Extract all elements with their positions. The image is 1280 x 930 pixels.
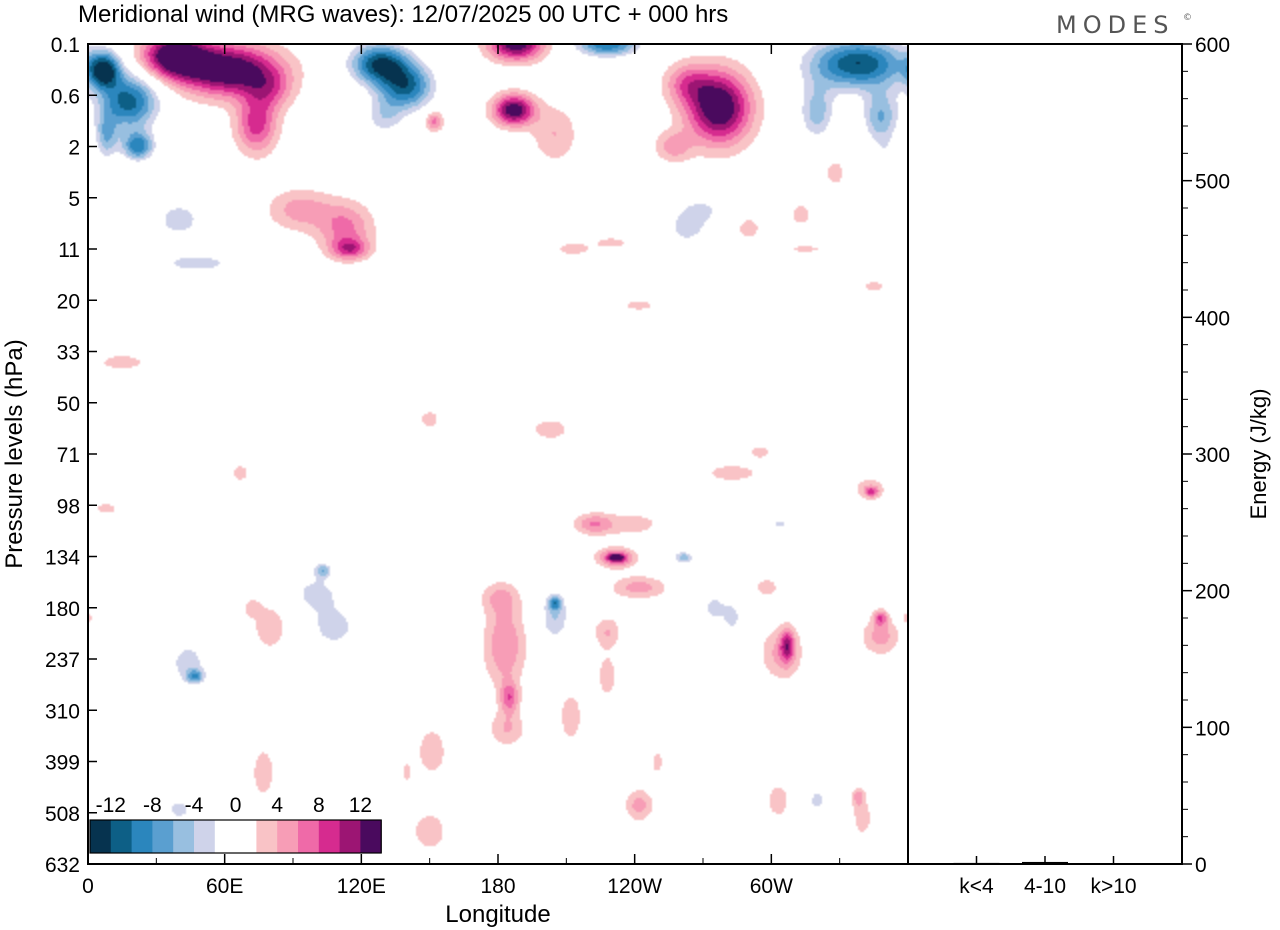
colorbar-tick-label: 8 (313, 794, 325, 817)
y-tick-label: 237 (45, 649, 80, 672)
energy-axis-label: Energy (J/kg) (1246, 389, 1271, 520)
x-axis-label: Longitude (445, 901, 550, 928)
energy-tick-label: 0 (1195, 854, 1207, 877)
y-tick-label: 399 (45, 752, 80, 775)
colorbar-tick-label: -8 (143, 794, 162, 817)
colorbar-swatch (194, 820, 216, 853)
colorbar-swatch (110, 820, 133, 853)
energy-category-label: k<4 (959, 875, 994, 898)
meridional-wind-panel: -12 -8 -4 0 4 8 12 0 60E 120E 180 120W 60W 0.1 0.6 2 5… (1, 34, 909, 928)
y-tick-label: 5 (68, 188, 80, 211)
y-tick-label: 50 (57, 393, 80, 416)
energy-category-label: k>10 (1090, 875, 1136, 898)
y-tick-label: 11 (58, 239, 80, 262)
colorbar-swatch (131, 820, 153, 853)
chart-title: Meridional wind (MRG waves): 12/07/2025 … (78, 1, 728, 28)
energy-categories: k<4 4-10 k>10 (959, 856, 1137, 898)
colorbar-tick-label: 0 (230, 794, 242, 817)
logo-mark: © (1183, 13, 1192, 23)
colorbar-swatch (152, 820, 174, 853)
energy-tick-label: 400 (1195, 307, 1230, 330)
colorbar-swatch (277, 820, 299, 853)
y-tick-label: 508 (45, 803, 80, 826)
y-tick-label: 20 (57, 290, 80, 313)
y-axis-label: Pressure levels (hPa) (1, 339, 28, 568)
colorbar-swatch (256, 820, 278, 853)
x-tick-label: 0 (82, 875, 94, 898)
y-tick-label: 310 (45, 700, 80, 723)
energy-panel: 0 100 200 300 400 500 600 k<4 4-10 k>10 Energy (… (907, 34, 1271, 898)
energy-frame (907, 43, 1183, 865)
x-tick-label: 120W (607, 875, 662, 898)
energy-tick-label: 100 (1195, 717, 1230, 740)
x-tick-label: 60E (206, 875, 243, 898)
y-tick-label: 0.6 (51, 85, 80, 108)
pressure-axis: 0.1 0.6 2 5 11 20 33 50 71 98 134 180 237 310 399 508 63… (45, 34, 97, 877)
longitude-axis: 0 60E 120E 180 120W 60W (82, 44, 841, 898)
colorbar-swatch (360, 820, 382, 853)
wind-contour-field (88, 44, 908, 864)
y-tick-label: 71 (57, 444, 80, 467)
energy-category-label: 4-10 (1024, 875, 1066, 898)
colorbar-swatch (339, 820, 361, 853)
colorbar-swatch (90, 820, 112, 853)
y-tick-label: 632 (45, 854, 80, 877)
x-tick-label: 180 (480, 875, 515, 898)
colorbar-swatch (318, 820, 341, 853)
colorbar-swatch (298, 820, 320, 853)
y-tick-label: 33 (57, 342, 80, 365)
y-tick-label: 180 (45, 598, 80, 621)
colorbar-tick-label: -12 (96, 794, 126, 817)
y-tick-label: 98 (57, 495, 80, 518)
colorbar-tick-label: 4 (271, 794, 283, 817)
colorbar-frame (89, 819, 382, 854)
y-tick-label: 134 (45, 547, 80, 570)
colorbar-swatch (235, 820, 257, 853)
energy-tick-label: 500 (1195, 171, 1230, 194)
colorbar-swatch (173, 820, 195, 853)
y-tick-label: 0.1 (51, 34, 80, 57)
colorbar-tick-label: 12 (349, 794, 372, 817)
energy-tick-label: 600 (1195, 34, 1230, 57)
y-tick-label: 2 (68, 137, 80, 160)
logo-text: MODES (1056, 11, 1174, 39)
x-tick-label: 60W (750, 875, 793, 898)
energy-axis: 0 100 200 300 400 500 600 (1182, 34, 1230, 877)
x-tick-label: 120E (337, 875, 386, 898)
energy-tick-label: 200 (1195, 581, 1230, 604)
colorbar: -12 -8 -4 0 4 8 12 (89, 794, 382, 854)
modes-logo: MODES © (1056, 11, 1192, 39)
colorbar-tick-label: -4 (185, 794, 204, 817)
colorbar-swatch (214, 820, 237, 853)
energy-tick-label: 300 (1195, 444, 1230, 467)
